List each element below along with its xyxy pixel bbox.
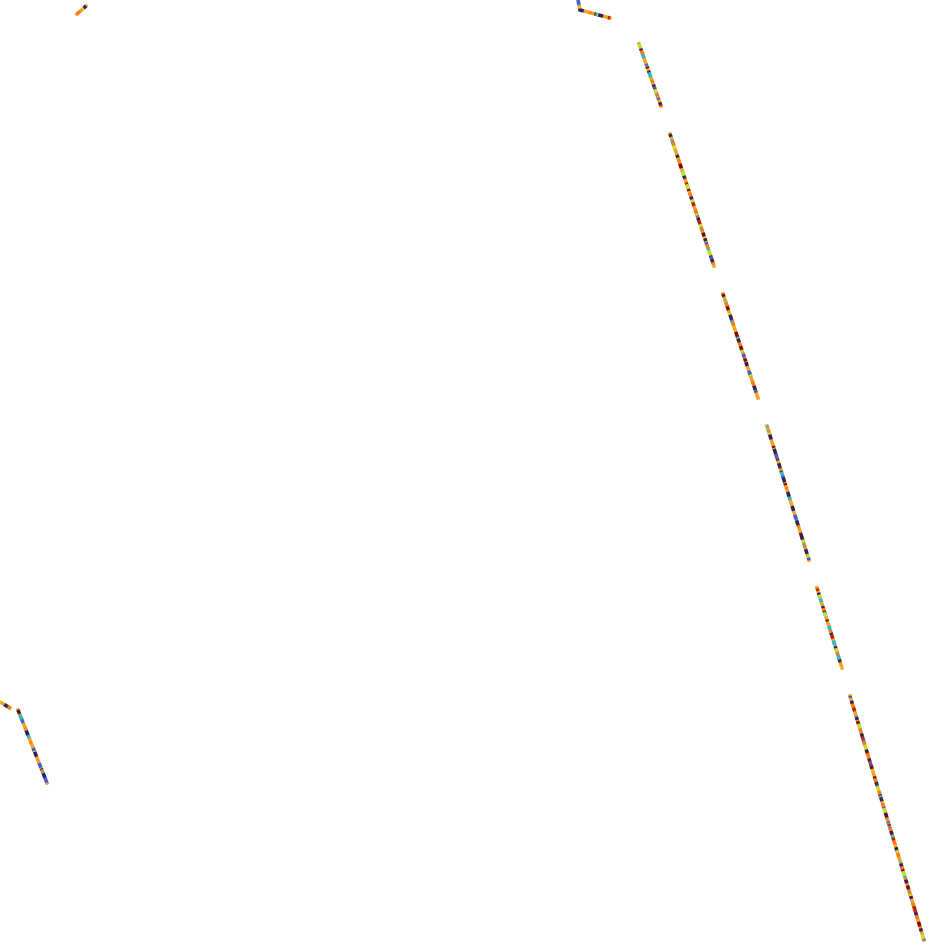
line-segment	[720, 291, 761, 401]
line-segment	[764, 423, 812, 563]
line-segment	[636, 41, 664, 109]
line-segment	[15, 707, 50, 786]
line-segment	[0, 699, 13, 711]
line-segment	[847, 693, 927, 942]
line-segment	[74, 3, 89, 17]
line-segment	[814, 585, 845, 671]
line-segment	[667, 131, 717, 269]
line-segment	[576, 0, 613, 21]
